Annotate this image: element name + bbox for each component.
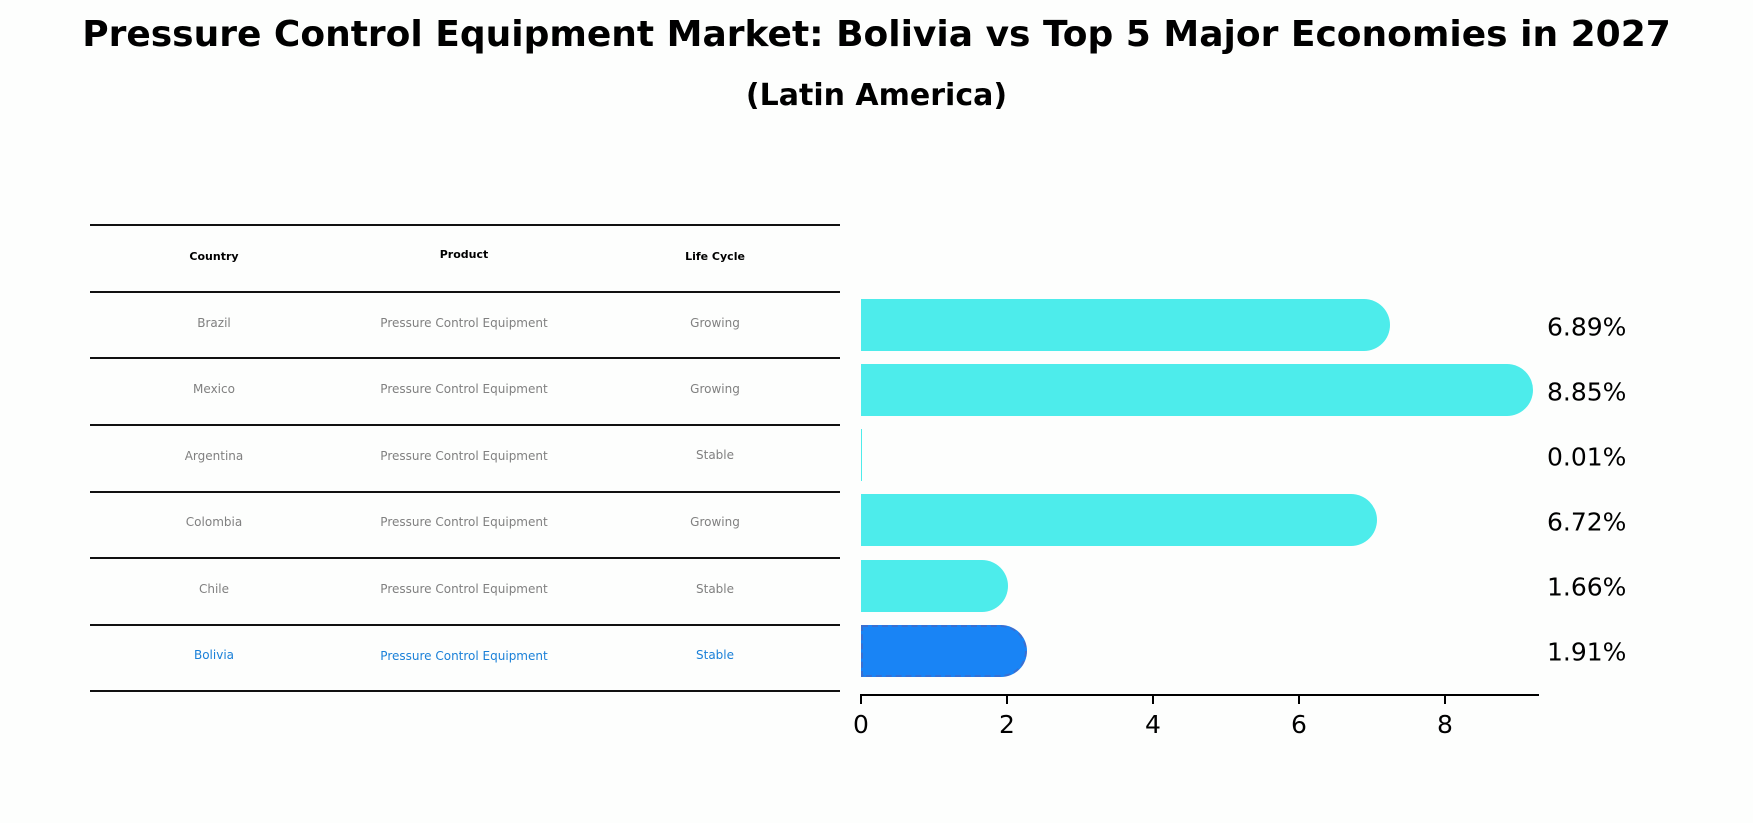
x-tick — [860, 695, 862, 704]
cell-life-cycle: Growing — [690, 515, 740, 529]
table-rule — [90, 491, 840, 493]
chart-title: Pressure Control Equipment Market: Boliv… — [82, 14, 1671, 55]
cell-product: Pressure Control Equipment — [380, 382, 548, 396]
cell-country-highlight: Bolivia — [193, 648, 235, 662]
table-rule — [90, 424, 840, 426]
table-rule — [90, 357, 840, 359]
table-rule — [90, 291, 840, 293]
x-tick-label: 2 — [999, 710, 1015, 739]
header-life-cycle: Life Cycle — [685, 250, 745, 263]
table-rule — [90, 224, 840, 226]
cell-product-highlight: Pressure Control Equipment — [380, 649, 548, 663]
cell-country: Mexico — [193, 382, 235, 396]
cell-life-cycle: Stable — [695, 582, 735, 596]
header-product: Product — [439, 248, 489, 261]
chart-subtitle: (Latin America) — [745, 78, 1008, 113]
x-tick-label: 4 — [1145, 710, 1161, 739]
bar-brazil — [861, 299, 1390, 351]
bar-mexico — [861, 364, 1533, 416]
cell-product: Pressure Control Equipment — [380, 582, 548, 596]
cell-country: Argentina — [184, 449, 244, 463]
value-label: 8.85% — [1547, 377, 1627, 407]
cell-product: Pressure Control Equipment — [380, 316, 548, 330]
x-tick — [1152, 695, 1154, 704]
table-rule — [90, 624, 840, 626]
cell-life-cycle-highlight: Stable — [695, 648, 735, 662]
cell-product: Pressure Control Equipment — [380, 515, 548, 529]
cell-life-cycle: Stable — [695, 448, 735, 462]
value-label: 1.91% — [1547, 637, 1627, 667]
x-tick-label: 0 — [853, 710, 869, 739]
value-label: 1.66% — [1547, 572, 1627, 602]
cell-life-cycle: Growing — [690, 316, 740, 330]
x-tick — [1298, 695, 1300, 704]
bar-chile — [861, 560, 1008, 612]
bar-argentina — [861, 429, 862, 481]
cell-life-cycle: Growing — [690, 382, 740, 396]
cell-country: Colombia — [185, 515, 243, 529]
x-tick — [1006, 695, 1008, 704]
x-tick-label: 8 — [1437, 710, 1453, 739]
cell-product: Pressure Control Equipment — [380, 449, 548, 463]
cell-country: Chile — [198, 582, 230, 596]
header-country: Country — [189, 250, 239, 263]
bar-bolivia-highlight — [861, 625, 1027, 677]
value-label: 6.89% — [1547, 312, 1627, 342]
x-tick — [1444, 695, 1446, 704]
cell-country: Brazil — [197, 316, 231, 330]
table-rule — [90, 690, 840, 692]
table-rule — [90, 557, 840, 559]
value-label: 6.72% — [1547, 507, 1627, 537]
x-tick-label: 6 — [1291, 710, 1307, 739]
value-label: 0.01% — [1547, 442, 1627, 472]
bar-colombia — [861, 494, 1377, 546]
x-axis — [860, 694, 1539, 696]
